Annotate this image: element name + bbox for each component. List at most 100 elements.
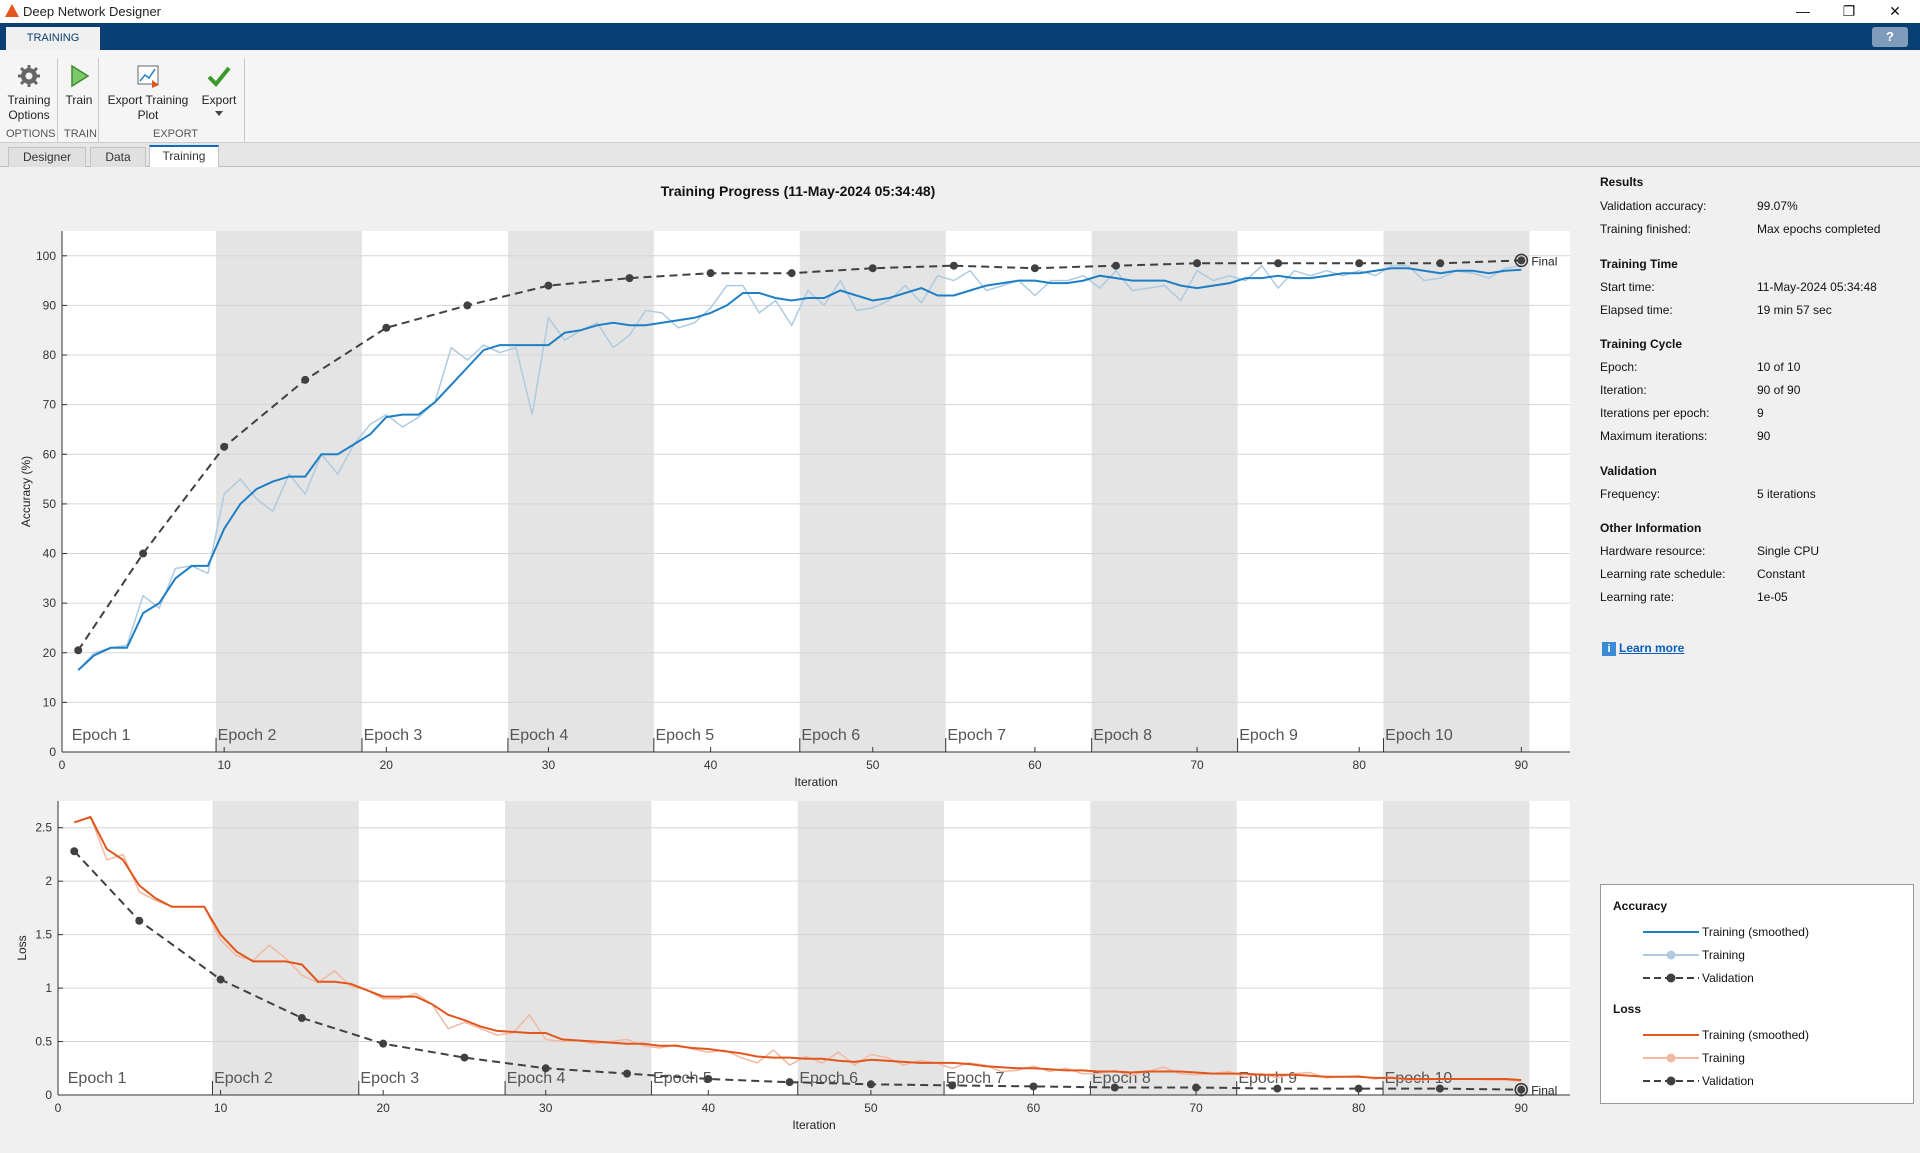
validation-point bbox=[1273, 1084, 1282, 1093]
learn-more-link[interactable]: i Learn more bbox=[1602, 641, 1684, 656]
chevron-down-icon bbox=[215, 111, 223, 116]
validation-point bbox=[704, 1074, 713, 1083]
tab-training[interactable]: TRAINING bbox=[6, 27, 100, 50]
validation-point bbox=[74, 646, 83, 655]
training-time-heading: Training Time bbox=[1600, 257, 1678, 271]
accuracy-training-smoothed-line bbox=[77, 267, 1522, 671]
document-tab-bar bbox=[0, 143, 1920, 167]
validation-point bbox=[1517, 256, 1526, 265]
checkmark-icon bbox=[207, 66, 231, 87]
final-marker bbox=[1514, 1082, 1528, 1097]
epoch-label: Epoch 8 bbox=[1093, 727, 1152, 744]
epoch-band bbox=[799, 231, 946, 752]
epoch-key: Epoch: bbox=[1600, 360, 1638, 374]
minimize-button[interactable]: — bbox=[1796, 3, 1810, 19]
y-tick-label: 0 bbox=[45, 1088, 52, 1102]
y-tick-label: 10 bbox=[43, 695, 57, 709]
validation-point bbox=[787, 269, 796, 278]
y-tick-label: 50 bbox=[43, 497, 57, 511]
y-tick-label: 2 bbox=[45, 874, 52, 888]
ribbon-bar bbox=[0, 23, 1920, 50]
epoch-band bbox=[212, 801, 359, 1095]
validation-point bbox=[297, 1014, 306, 1023]
export-label: Export bbox=[201, 93, 237, 107]
y-tick-label: 2.5 bbox=[35, 821, 52, 835]
legend-accuracy-validation-marker bbox=[1666, 973, 1676, 983]
x-tick-label: 40 bbox=[704, 758, 718, 772]
validation-point bbox=[460, 1053, 469, 1062]
legend-accuracy-training-marker bbox=[1666, 950, 1676, 960]
legend-accuracy-validation-label: Validation bbox=[1702, 971, 1754, 985]
y-tick-label: 20 bbox=[43, 646, 57, 660]
tab-designer[interactable]: Designer bbox=[8, 147, 86, 167]
x-tick-label: 70 bbox=[1190, 758, 1204, 772]
matlab-logo-icon bbox=[5, 4, 19, 17]
legend-accuracy-title: Accuracy bbox=[1613, 899, 1667, 913]
x-tick-label: 80 bbox=[1352, 1101, 1366, 1115]
epoch-label: Epoch 2 bbox=[214, 1070, 273, 1087]
training-finished-key: Training finished: bbox=[1600, 222, 1691, 236]
validation-point bbox=[216, 975, 225, 984]
train-button[interactable]: Train bbox=[62, 63, 96, 108]
x-tick-label: 10 bbox=[214, 1101, 228, 1115]
epoch-label: Epoch 1 bbox=[72, 727, 131, 744]
play-icon bbox=[71, 64, 90, 88]
loss-training-line bbox=[74, 816, 1522, 1082]
x-tick-label: 50 bbox=[866, 758, 880, 772]
chart-title: Training Progress (11-May-2024 05:34:48) bbox=[661, 183, 936, 199]
train-label: Train bbox=[65, 93, 93, 107]
x-tick-label: 20 bbox=[380, 758, 394, 772]
training-options-label: Training Options bbox=[7, 93, 51, 122]
restore-button[interactable]: ❐ bbox=[1842, 3, 1856, 19]
validation-point bbox=[1193, 259, 1202, 268]
validation-point bbox=[1354, 1084, 1363, 1093]
epoch-label: Epoch 3 bbox=[364, 727, 423, 744]
results-heading: Results bbox=[1600, 175, 1644, 189]
legend-loss-smoothed-label: Training (smoothed) bbox=[1702, 1028, 1809, 1042]
validation-point bbox=[1110, 1083, 1119, 1092]
x-tick-label: 70 bbox=[1189, 1101, 1203, 1115]
x-tick-label: 0 bbox=[59, 758, 66, 772]
validation-heading: Validation bbox=[1600, 464, 1657, 478]
validation-point bbox=[1030, 264, 1039, 273]
epoch-band bbox=[505, 801, 652, 1095]
toolstrip-divider bbox=[98, 58, 99, 142]
legend-loss-validation-marker bbox=[1666, 1076, 1676, 1086]
y-tick-label: 30 bbox=[43, 596, 57, 610]
maximum-iterations-value: 90 bbox=[1757, 429, 1771, 443]
tab-training-doc[interactable]: Training bbox=[149, 145, 219, 169]
tab-data[interactable]: Data bbox=[90, 147, 146, 167]
validation-point bbox=[139, 549, 148, 558]
validation-point bbox=[785, 1078, 794, 1087]
validation-point bbox=[463, 301, 472, 310]
help-button[interactable]: ? bbox=[1872, 27, 1908, 47]
validation-point bbox=[623, 1069, 632, 1078]
y-tick-label: 0.5 bbox=[35, 1035, 52, 1049]
export-training-plot-label: Export Training Plot bbox=[107, 93, 189, 122]
x-tick-label: 30 bbox=[539, 1101, 553, 1115]
info-icon: i bbox=[1602, 642, 1616, 656]
final-label: Final bbox=[1531, 254, 1557, 268]
learning-rate-value: 1e-05 bbox=[1757, 590, 1788, 604]
hardware-resource-value: Single CPU bbox=[1757, 544, 1820, 558]
training-options-button[interactable]: Training Options bbox=[4, 63, 54, 123]
close-button[interactable]: ✕ bbox=[1889, 3, 1901, 19]
validation-point bbox=[70, 847, 79, 856]
validation-point bbox=[868, 264, 877, 273]
validation-point bbox=[625, 274, 634, 283]
y-tick-label: 100 bbox=[36, 249, 56, 263]
other-information-heading: Other Information bbox=[1600, 521, 1702, 535]
validation-point bbox=[866, 1080, 875, 1089]
legend-loss-training-marker bbox=[1666, 1053, 1676, 1063]
epoch-band bbox=[1091, 231, 1238, 752]
validation-point bbox=[1274, 259, 1283, 268]
hardware-resource-key: Hardware resource: bbox=[1600, 544, 1706, 558]
x-tick-label: 80 bbox=[1353, 758, 1367, 772]
export-button[interactable]: Export bbox=[197, 63, 241, 116]
epoch-band bbox=[1090, 801, 1237, 1095]
export-training-plot-button[interactable]: Export Training Plot bbox=[106, 63, 190, 123]
x-tick-label: 20 bbox=[376, 1101, 390, 1115]
section-label-options: OPTIONS bbox=[6, 128, 56, 140]
epoch-band bbox=[797, 801, 945, 1095]
y-tick-label: 80 bbox=[43, 348, 57, 362]
